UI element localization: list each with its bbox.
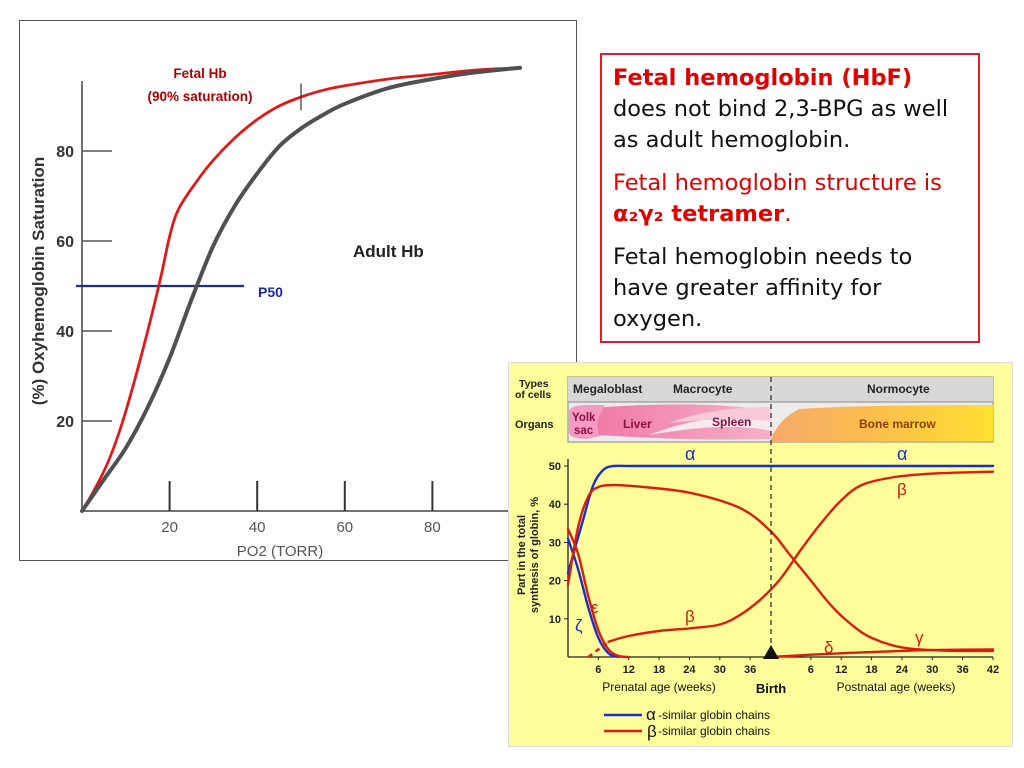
p50-label: P50 — [258, 284, 283, 300]
y-tick-label: 40 — [549, 499, 561, 511]
x-tick-label: 42 — [987, 664, 999, 676]
birth-marker — [763, 645, 779, 659]
globin-y-axis-label-2: synthesis of globin, % — [529, 497, 541, 613]
hbf-structure-paragraph: Fetal hemoglobin structure is α₂γ₂ tetra… — [613, 168, 968, 230]
hbf-info-box: Fetal hemoglobin (HbF) does not bind 2,3-… — [600, 53, 980, 343]
birth-label: Birth — [756, 681, 786, 696]
zeta-label: ζ — [575, 616, 583, 635]
organ-spleen: Spleen — [712, 415, 751, 429]
globin-synthesis-svg: Types of cells Organs Megaloblast Macroc… — [515, 376, 999, 741]
cell-type-macrocyte: Macrocyte — [673, 382, 733, 396]
legend-alpha-text: -similar globin chains — [658, 708, 770, 722]
globin-y-axis-label-1: Part in the total — [516, 515, 528, 595]
organ-yolk-label: Yolk — [572, 412, 596, 424]
legend-beta-text: -similar globin chains — [658, 724, 770, 738]
x-tick-label: 24 — [896, 664, 909, 676]
alpha-postnatal-label: α — [897, 444, 907, 464]
x-tick-label: 18 — [653, 664, 665, 676]
hbf-affinity-paragraph: Fetal hemoglobin needs to have greater a… — [613, 244, 913, 332]
prenatal-age-label: Prenatal age (weeks) — [602, 680, 715, 694]
bone-marrow-region — [771, 405, 993, 441]
spleen-region — [669, 407, 771, 423]
fetal-hb-label: Fetal Hb — [173, 66, 226, 81]
y-tick-label: 10 — [549, 614, 561, 626]
gamma-curve — [566, 483, 995, 653]
organ-bone-marrow: Bone marrow — [859, 417, 936, 431]
legend-alpha-symbol: α — [646, 705, 656, 724]
y-tick-label: 20 — [549, 576, 561, 588]
fetal-hb-curve — [80, 66, 522, 513]
epsilon-curve — [566, 527, 630, 659]
x-axis-label: PO2 (TORR) — [237, 543, 323, 560]
hbf-intro-paragraph: Fetal hemoglobin (HbF) does not bind 2,3-… — [613, 63, 968, 156]
x-tick-label: 80 — [424, 519, 441, 536]
cell-type-normocyte: Normocyte — [867, 382, 930, 396]
x-tick-label: 36 — [744, 664, 756, 676]
cell-type-megaloblast: Megaloblast — [573, 382, 642, 396]
x-tick-label: 40 — [249, 519, 266, 536]
legend-beta-symbol: β — [647, 722, 657, 741]
oxygen-dissociation-chart: 20 40 60 80 20 40 60 80 Fetal Hb (90% saturatio… — [19, 20, 577, 561]
alpha-curve — [566, 464, 995, 575]
beta-prenatal-label: β — [685, 607, 695, 626]
hbf-heading: Fetal hemoglobin (HbF) — [613, 65, 913, 91]
alpha-prenatal-label: α — [685, 444, 695, 464]
y-tick-label: 30 — [549, 537, 561, 549]
y-tick-label: 60 — [56, 234, 74, 251]
y-tick-label: 80 — [56, 144, 74, 161]
beta-postnatal-label: β — [897, 480, 907, 499]
beta_prenatal-curve — [607, 470, 995, 643]
globin-synthesis-chart: Types of cells Organs Megaloblast Macroc… — [508, 362, 1013, 747]
organ-liver: Liver — [623, 417, 652, 431]
organs-label: Organs — [515, 419, 554, 431]
x-tick-label: 12 — [623, 664, 635, 676]
postnatal-age-label: Postnatal age (weeks) — [837, 680, 956, 694]
epsilon-label: ε — [591, 598, 599, 617]
zeta-curve — [566, 537, 620, 659]
beta-early-dashed-curve — [587, 640, 610, 658]
x-tick-label: 24 — [683, 664, 696, 676]
oxygen-dissociation-svg: 20 40 60 80 20 40 60 80 Fetal Hb (90% saturatio… — [29, 65, 525, 560]
tick-labels: 20 40 60 80 20 40 60 80 — [56, 144, 441, 536]
fetal-hb-saturation-label: (90% saturation) — [147, 89, 252, 104]
hbf-structure-end: . — [784, 201, 792, 227]
types-of-cells-label-1: Types — [519, 378, 549, 390]
yolk-sac-region — [569, 405, 606, 439]
x-tick-label: 36 — [957, 664, 969, 676]
hbf-tetramer-formula: α₂γ₂ tetramer — [613, 201, 785, 227]
tick-labels: 10 20 30 40 50 6 12 18 24 30 36 6 12 18 24 30 36 42 — [549, 461, 999, 676]
x-tick-label: 12 — [835, 664, 847, 676]
y-axis-label: (%) Oxyhemoglobin Saturation — [29, 157, 48, 405]
gamma-label: γ — [915, 628, 924, 647]
delta-label: δ — [824, 638, 833, 657]
adult-hb-curve — [80, 65, 522, 513]
axes — [81, 81, 525, 512]
organ-sac-label: sac — [574, 425, 594, 437]
x-tick-label: 60 — [336, 519, 353, 536]
x-tick-label: 6 — [808, 664, 814, 676]
y-tick-label: 20 — [56, 414, 74, 431]
x-tick-label: 6 — [595, 664, 601, 676]
x-tick-label: 20 — [161, 519, 178, 536]
hbf-structure-text: Fetal hemoglobin structure is — [613, 170, 942, 196]
adult-hb-label: Adult Hb — [353, 242, 424, 261]
hbf-bpg-text: does not bind 2,3-BPG as well as adult h… — [613, 96, 949, 153]
y-tick-label: 50 — [549, 461, 561, 473]
cell-type-row — [568, 377, 993, 402]
x-tick-label: 30 — [714, 664, 726, 676]
x-tick-label: 18 — [865, 664, 877, 676]
y-tick-label: 40 — [56, 324, 74, 341]
curves — [566, 464, 995, 659]
x-tick-label: 30 — [926, 664, 938, 676]
axes — [564, 459, 994, 660]
types-of-cells-label-2: of cells — [515, 389, 551, 401]
curves — [76, 65, 522, 513]
delta-curve — [769, 648, 995, 659]
